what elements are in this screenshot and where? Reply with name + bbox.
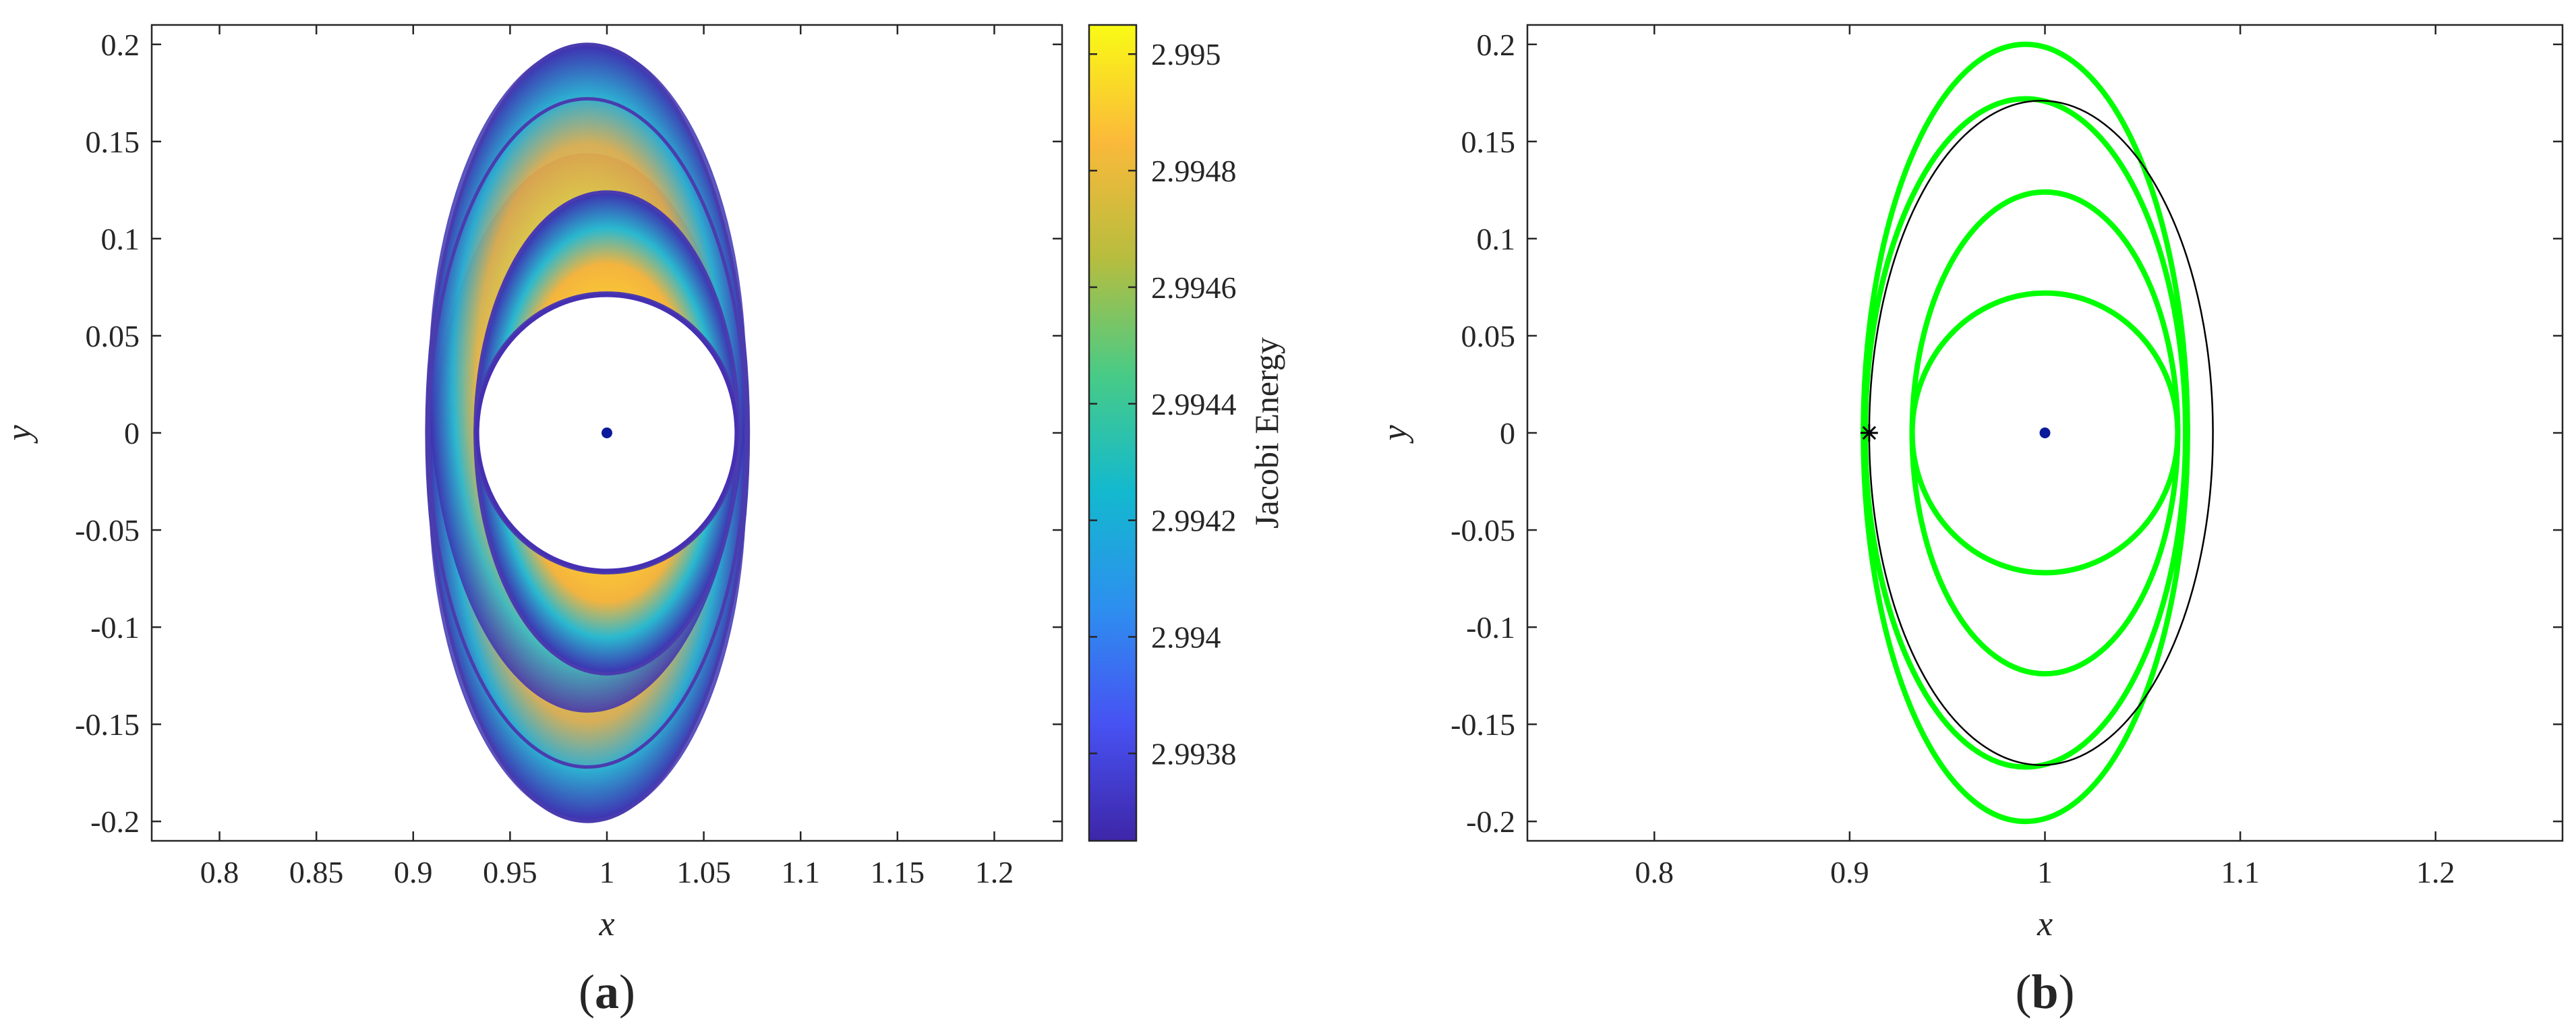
y-tick-label: 0.1 bbox=[1477, 222, 1516, 256]
star-marker-stroke bbox=[1862, 425, 1877, 440]
y-tick-label: -0.05 bbox=[75, 513, 140, 548]
x-tick-label: 1.2 bbox=[975, 855, 1014, 889]
panel-a-y-axis-label: y bbox=[0, 425, 38, 444]
panel-a-y-ticks: -0.2 -0.15 -0.1 -0.05 0 0.05 0.1 0.15 0.2 bbox=[75, 28, 1062, 839]
primary-body-dot bbox=[602, 427, 612, 438]
y-tick-label: 0.2 bbox=[1477, 28, 1516, 62]
y-tick-label: 0.2 bbox=[101, 28, 140, 62]
colorbar-tick-label: 2.9944 bbox=[1151, 387, 1237, 421]
y-tick-label: 0.05 bbox=[1461, 319, 1516, 353]
colorbar-gradient bbox=[1089, 25, 1136, 841]
x-tick-label: 1.2 bbox=[2416, 855, 2455, 889]
colorbar-tick-label: 2.9938 bbox=[1151, 736, 1237, 771]
y-tick-label: 0 bbox=[1500, 416, 1515, 450]
colorbar-frame bbox=[1088, 24, 1138, 842]
orbit-curve-1 bbox=[425, 42, 751, 823]
panel-a-letter: a bbox=[595, 965, 619, 1019]
x-tick-label: 0.95 bbox=[483, 855, 537, 889]
x-tick-label: 0.8 bbox=[200, 855, 239, 889]
panel-a-x-axis-label: x bbox=[598, 905, 614, 943]
x-tick-label: 1 bbox=[2037, 855, 2053, 889]
colorbar-tick-label: 2.995 bbox=[1151, 37, 1221, 71]
x-tick-label: 1.15 bbox=[871, 855, 925, 889]
primary-body-dot bbox=[2039, 427, 2051, 438]
colorbar: 2.9938 2.994 2.9942 2.9944 2.9946 2.9948 2.995 bbox=[1088, 24, 1237, 842]
y-tick-label: -0.15 bbox=[75, 707, 140, 742]
y-tick-label: 0 bbox=[124, 416, 140, 450]
orbit-curve-2 bbox=[427, 96, 749, 769]
y-tick-label: 0.15 bbox=[86, 125, 140, 159]
y-tick-label: -0.2 bbox=[90, 804, 140, 839]
y-tick-label: -0.1 bbox=[1466, 610, 1515, 645]
colorbar-tick-label: 2.9946 bbox=[1151, 270, 1237, 305]
x-tick-label: 1 bbox=[599, 855, 615, 889]
panel-a: 0.8 0.85 0.9 0.95 1 1.05 1.1 1.15 1.2 -0.2-0.15-… bbox=[0, 24, 1285, 1019]
panel-b-letter: b bbox=[2031, 965, 2058, 1019]
y-tick-label: -0.1 bbox=[90, 610, 140, 645]
colorbar-label: Jacobi Energy bbox=[1248, 337, 1285, 529]
x-tick-label: 1.1 bbox=[781, 855, 820, 889]
x-tick-label: 0.9 bbox=[394, 855, 433, 889]
colorbar-tick-label: 2.9942 bbox=[1151, 504, 1237, 538]
panel-b: 0.8 0.9 1 1.1 1.2 -0.2 -0.15 -0.1 -0.05 0 0.05 0.1… bbox=[1376, 24, 2564, 1019]
panel-b-x-axis-label: x bbox=[2037, 905, 2053, 943]
panel-b-y-ticks: -0.2 -0.15 -0.1 -0.05 0 0.05 0.1 0.15 0.2 bbox=[1451, 28, 2563, 839]
panel-b-plot-area bbox=[1860, 41, 2214, 825]
x-tick-label: 1.05 bbox=[676, 855, 731, 889]
panel-b-label: (b) bbox=[2015, 965, 2074, 1019]
colorbar-tick-label: 2.9948 bbox=[1151, 154, 1237, 188]
panel-b-x-ticks: 0.8 0.9 1 1.1 1.2 bbox=[1635, 25, 2455, 889]
panel-a-plot-area bbox=[425, 42, 751, 823]
x-tick-label: 0.85 bbox=[289, 855, 344, 889]
colorbar-tick-label: 2.994 bbox=[1151, 620, 1221, 655]
green-orbit-4 bbox=[1909, 290, 2181, 576]
panel-a-x-ticks: 0.8 0.85 0.9 0.95 1 1.05 1.1 1.15 1.2 bbox=[200, 25, 1014, 889]
y-tick-label: -0.15 bbox=[1451, 707, 1515, 742]
star-marker bbox=[1860, 424, 1878, 442]
x-tick-label: 1.1 bbox=[2221, 855, 2260, 889]
panel-b-y-axis-label: y bbox=[1376, 425, 1414, 444]
panel-a-label: (a) bbox=[579, 965, 635, 1019]
y-tick-label: 0.05 bbox=[86, 319, 140, 353]
y-tick-label: -0.05 bbox=[1451, 513, 1515, 548]
x-tick-label: 0.9 bbox=[1830, 855, 1869, 889]
y-tick-label: 0.15 bbox=[1461, 125, 1516, 159]
x-tick-label: 0.8 bbox=[1635, 855, 1674, 889]
y-tick-label: -0.2 bbox=[1466, 804, 1515, 839]
y-tick-label: 0.1 bbox=[101, 222, 140, 256]
